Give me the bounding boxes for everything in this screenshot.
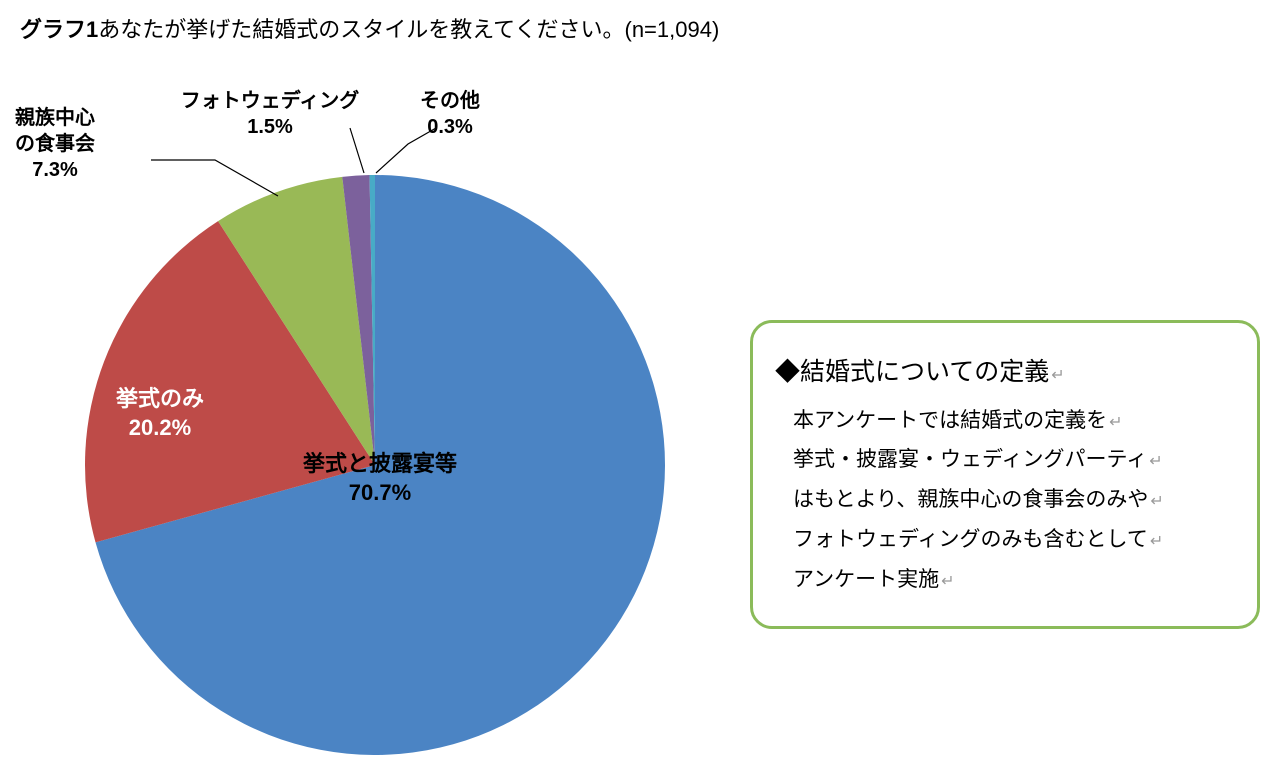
definition-box: ◆結婚式についての定義↵ 本アンケートでは結婚式の定義を↵ 挙式・披露宴・ウェデ… (750, 320, 1260, 629)
definition-line: 本アンケートでは結婚式の定義を↵ (775, 401, 1231, 441)
definition-line: 挙式・披露宴・ウェディングパーティ↵ (775, 440, 1231, 480)
title-text: あなたが挙げた結婚式のスタイルを教えてください。(n=1,094) (98, 17, 719, 42)
leader-line (151, 160, 278, 196)
slice-label-photo_wedding: フォトウェディング1.5% (181, 88, 360, 140)
title-prefix: グラフ1 (20, 17, 98, 42)
slice-label-family_meal: 親族中心の食事会7.3% (15, 105, 95, 183)
chart-title: グラフ1あなたが挙げた結婚式のスタイルを教えてください。(n=1,094) (20, 12, 719, 44)
slice-label-other: その他0.3% (420, 88, 480, 140)
slice-label-ceremony_only: 挙式のみ20.2% (116, 385, 204, 442)
definition-line: はもとより、親族中心の食事会のみや↵ (775, 480, 1231, 520)
definition-line: フォトウェディングのみも含むとして↵ (775, 520, 1231, 560)
definition-title: ◆結婚式についての定義↵ (775, 349, 1231, 397)
pie-chart: 挙式と披露宴等70.7% 挙式のみ20.2% 親族中心の食事会7.3% フォトウェディ… (10, 70, 740, 760)
definition-line: アンケート実施↵ (775, 560, 1231, 600)
slice-label-ceremony_reception: 挙式と披露宴等70.7% (303, 450, 457, 507)
